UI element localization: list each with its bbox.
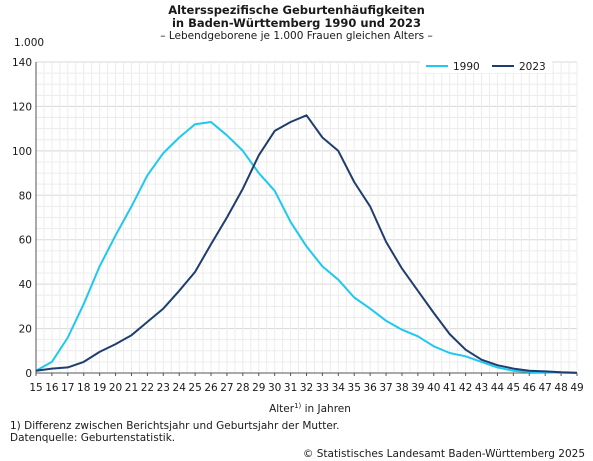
x-tick-label: 23 [157,382,170,394]
y-tick-label: 60 [19,235,32,247]
x-tick-label: 16 [45,382,59,394]
gridlines [35,61,578,374]
copyright-notice: © Statistisches Landesamt Baden-Württemb… [302,448,585,460]
x-tick-label: 28 [236,382,249,394]
chart-title-line-1: Altersspezifische Geburtenhäufigkeiten [168,3,425,17]
legend-label-1990: 1990 [453,61,480,73]
x-tick-label: 32 [300,382,313,394]
x-tick-label: 31 [284,382,297,394]
y-tick-labels: 0 20 40 60 80 100 120 140 [12,57,32,380]
x-tick-label: 22 [141,382,154,394]
x-tick-label: 42 [459,382,472,394]
y-tick-label: 100 [12,146,32,158]
legend-box [420,57,552,73]
legend: 1990 2023 [420,57,552,73]
footnote-definition: 1) Differenz zwischen Berichtsjahr und G… [10,420,340,432]
x-tick-label: 44 [491,382,505,394]
x-tick-label: 48 [554,382,567,394]
y-tick-label: 140 [12,57,32,69]
x-tick-label: 18 [77,382,90,394]
x-tick-label: 40 [427,382,440,394]
x-tick-label: 30 [268,382,281,394]
x-tick-labels: 15 16 17 18 19 20 21 22 23 24 25 26 27 28 29 30 31 32 33 34… [29,373,584,394]
y-tick-label: 40 [19,279,32,291]
x-tick-label: 21 [125,382,138,394]
legend-label-2023: 2023 [519,61,546,73]
x-tick-label: 19 [93,382,106,394]
x-tick-label: 15 [29,382,42,394]
y-axis-unit: 1.000 [14,37,45,49]
x-tick-label: 39 [411,382,424,394]
x-tick-label: 35 [348,382,361,394]
series-line-2023 [35,114,578,374]
x-tick-label: 37 [379,382,392,394]
x-tick-label: 46 [523,382,537,394]
series-line-1990 [35,121,578,374]
x-tick-label: 36 [363,382,377,394]
x-tick-label: 45 [507,382,520,394]
x-tick-label: 38 [395,382,408,394]
x-tick-label: 20 [109,382,122,394]
y-tick-label: 0 [25,368,32,380]
x-tick-label: 29 [252,382,265,394]
chart-title-line-2: in Baden-Württemberg 1990 und 2023 [171,16,422,30]
x-tick-label: 27 [220,382,233,394]
x-tick-label: 26 [204,382,218,394]
x-tick-label: 41 [443,382,456,394]
y-tick-label: 120 [12,101,32,113]
x-tick-label: 24 [173,382,187,394]
x-tick-label: 34 [332,382,346,394]
x-tick-label: 25 [188,382,201,394]
x-axis-label: Alter1) in Jahren [269,402,351,415]
x-tick-label: 47 [538,382,551,394]
x-tick-label: 33 [316,382,329,394]
x-tick-label: 17 [61,382,74,394]
series-lines [35,114,578,374]
x-tick-label: 43 [475,382,488,394]
x-tick-label: 49 [570,382,583,394]
y-tick-label: 20 [19,324,32,336]
y-tick-label: 80 [19,190,32,202]
footnote-source: Datenquelle: Geburtenstatistik. [10,432,176,444]
chart-subtitle: – Lebendgeborene je 1.000 Frauen gleiche… [160,30,433,42]
